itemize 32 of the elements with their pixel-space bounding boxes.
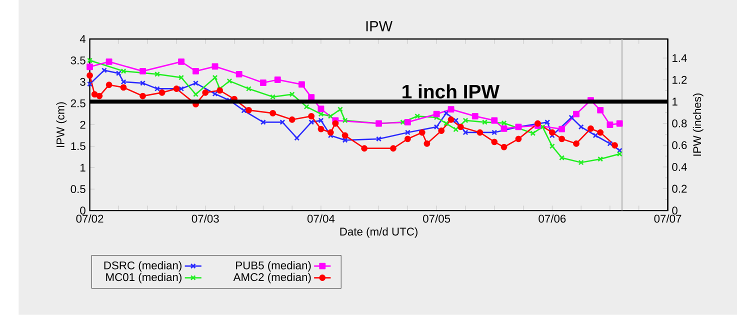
legend-label: AMC2 (median) bbox=[233, 272, 311, 284]
x-tick-label: 07/02 bbox=[76, 214, 104, 223]
y-tick-label: 3.5 bbox=[70, 56, 86, 64]
y-tick-label: 0.5 bbox=[70, 185, 86, 194]
y-tick-label: 0 bbox=[80, 206, 86, 215]
x-tick-label: 07/05 bbox=[423, 214, 450, 223]
y-tick-label: 4 bbox=[80, 35, 86, 43]
x-tick-label: 07/04 bbox=[307, 214, 335, 223]
y2-tick-label: 0.2 bbox=[672, 184, 687, 193]
y2-tick-label: 1.2 bbox=[672, 76, 687, 84]
y-tick-label: 3 bbox=[80, 78, 86, 86]
y2-axis-title: IPW (inches) bbox=[692, 94, 704, 156]
y2-tick-label: 0.6 bbox=[672, 141, 687, 150]
x-tick-label: 07/03 bbox=[192, 214, 219, 223]
legend-label: PUB5 (median) bbox=[236, 261, 311, 272]
chart-title: IPW bbox=[366, 21, 392, 32]
x-axis-title: Date (m/d UTC) bbox=[340, 227, 418, 238]
legend-label: MC01 (median) bbox=[106, 272, 182, 284]
y2-tick-label: 1 bbox=[672, 98, 678, 106]
y-tick-label: 2 bbox=[80, 120, 86, 129]
y-tick-label: 2.5 bbox=[70, 99, 86, 108]
x-tick-label: 07/07 bbox=[654, 214, 682, 223]
y-axis-title: IPW (cm) bbox=[56, 102, 67, 148]
x-tick-label: 07/06 bbox=[538, 214, 566, 223]
legend-label: DSRC (median) bbox=[104, 261, 182, 272]
y2-tick-label: 0.4 bbox=[672, 163, 687, 171]
y2-tick-label: 0 bbox=[672, 206, 678, 215]
y-tick-label: 1.5 bbox=[71, 142, 86, 150]
ref-line-label: 1 inch IPW bbox=[402, 84, 500, 99]
y2-tick-label: 0.8 bbox=[672, 120, 687, 128]
y-tick-label: 1 bbox=[80, 164, 86, 172]
y2-tick-label: 1.4 bbox=[672, 54, 687, 62]
